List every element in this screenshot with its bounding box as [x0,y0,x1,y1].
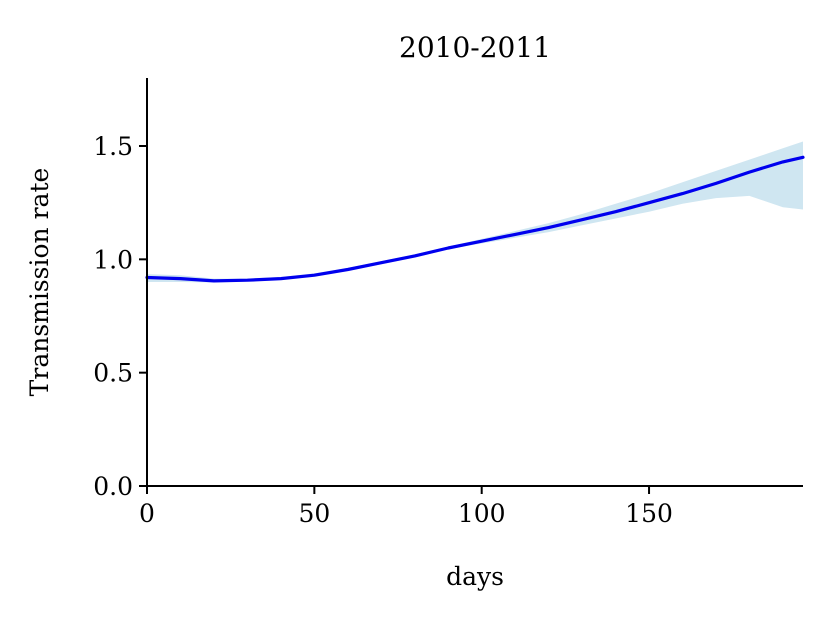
y-tick-label: 0.0 [93,472,133,501]
confidence-band [147,141,803,283]
y-tick-label: 0.5 [93,359,133,388]
chart-title: 2010-2011 [399,31,551,64]
x-tick-label: 0 [139,499,155,528]
y-tick-label: 1.0 [93,245,133,274]
series-line [145,155,805,283]
y-axis-label: Transmission rate [25,168,54,397]
axes: 0 50 100 150 0.0 0.5 1.0 1.5 [93,78,803,528]
x-axis-label: days [446,562,504,591]
x-tick-label: 50 [298,499,330,528]
x-tick-label: 100 [458,499,506,528]
x-tick-label: 150 [625,499,673,528]
plot-area [145,141,805,283]
y-tick-label: 1.5 [93,132,133,161]
